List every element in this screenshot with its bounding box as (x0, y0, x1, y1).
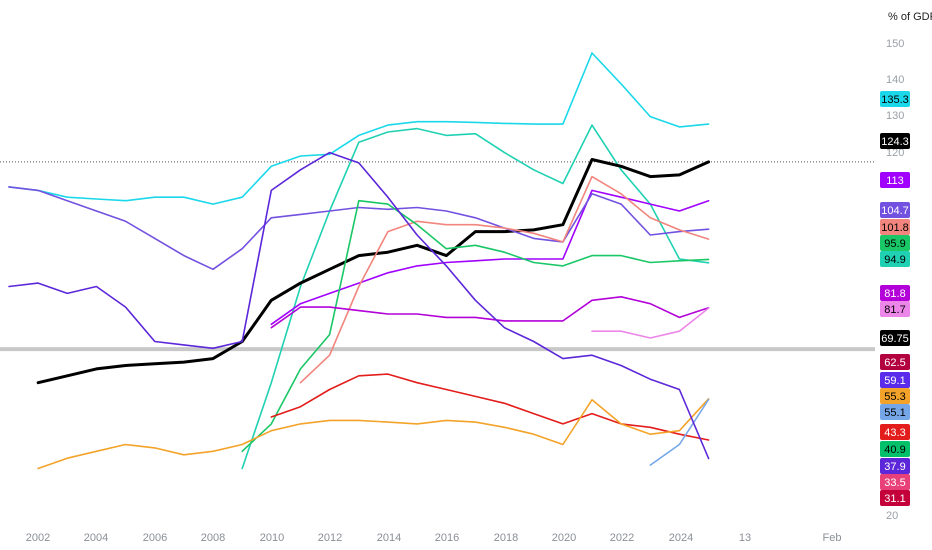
x-tick-label: 2022 (610, 532, 634, 544)
x-tick-label: 2012 (318, 532, 342, 544)
series-line-0 (8, 52, 710, 205)
price-badges[interactable]: 135.3 124.3 113 104.7 101.8 95.9 94.9 81.8 81.7 6… (880, 91, 910, 506)
price-badge-bg (880, 474, 910, 490)
price-badge[interactable]: 101.8 (880, 219, 910, 235)
series-line-1 (241, 124, 710, 470)
x-tick-label: 13 (739, 532, 751, 544)
reference-lines (0, 161, 875, 352)
series-line-7 (270, 296, 710, 329)
x-tick-label: 2014 (377, 532, 401, 544)
price-badge[interactable]: 55.3 (880, 388, 910, 404)
price-badge-label: 94.9 (884, 254, 905, 266)
price-badge-bg (880, 301, 910, 317)
x-tick-label: 2008 (201, 532, 225, 544)
price-badge[interactable]: 135.3 (880, 91, 910, 107)
price-badge-bg (880, 330, 910, 346)
price-badge-label: 59.1 (884, 375, 905, 387)
y-axis: 20 120 130 140 150 (886, 38, 904, 522)
price-badge[interactable]: 31.1 (880, 490, 910, 506)
price-badge-bg (880, 490, 910, 506)
price-badge-bg (880, 441, 910, 457)
price-badge[interactable]: 124.3 (880, 133, 910, 149)
price-badge-bg (880, 372, 910, 388)
x-axis: 2002 2004 2006 2008 2010 2012 2014 2016 2018 2020… (26, 532, 842, 544)
price-badge[interactable]: 37.9 (880, 458, 910, 474)
x-tick-label: Feb (823, 532, 842, 544)
price-badge-bg (880, 172, 910, 188)
price-badge-label: 69.75 (881, 333, 909, 345)
price-badge-bg (880, 388, 910, 404)
price-badge-bg (880, 133, 910, 149)
price-badge-label: 55.3 (884, 391, 905, 403)
series-line-11 (649, 398, 710, 466)
y-axis-unit-label: % of GDP (888, 11, 932, 23)
x-tick-label: 2018 (494, 532, 518, 544)
y-tick-label: 20 (886, 510, 898, 522)
price-badge-label: 33.5 (884, 477, 905, 489)
price-badge-label: 31.1 (884, 493, 905, 505)
series-line-13 (8, 151, 710, 460)
price-badge[interactable]: 55.1 (880, 404, 910, 420)
series-line-6 (241, 199, 710, 453)
price-badge-label: 101.8 (881, 222, 909, 234)
series-line-9 (270, 373, 710, 441)
price-badge[interactable]: 62.5 (880, 354, 910, 370)
price-badge-label: 135.3 (881, 94, 909, 106)
price-badge-bg (880, 251, 910, 267)
price-badge-bg (880, 404, 910, 420)
price-badge[interactable]: 40.9 (880, 441, 910, 457)
series-line-2 (36, 158, 711, 385)
price-badge-label: 55.1 (884, 407, 905, 419)
series-line-3 (270, 189, 710, 326)
price-badge[interactable]: 95.9 (880, 235, 910, 251)
price-badge-bg (880, 424, 910, 440)
price-badge[interactable]: 113 (880, 172, 910, 188)
price-badge-label: 37.9 (884, 461, 905, 473)
price-badge-label: 43.3 (884, 427, 905, 439)
price-badge[interactable]: 33.5 (880, 474, 910, 490)
price-badge-bg (880, 354, 910, 370)
y-tick-label: 140 (886, 74, 904, 86)
x-tick-label: 2006 (143, 532, 167, 544)
price-badge-label: 113 (886, 175, 904, 187)
price-badge-label: 95.9 (884, 238, 905, 250)
series-line-5 (299, 175, 710, 384)
price-badge-label: 81.7 (884, 304, 905, 316)
x-tick-label: 2002 (26, 532, 50, 544)
series-lines (8, 52, 711, 470)
price-badge-label: 40.9 (884, 444, 905, 456)
series-line-4 (8, 186, 710, 271)
price-badge[interactable]: 81.8 (880, 285, 910, 301)
series-line-8 (591, 307, 710, 339)
price-badge-label: 104.7 (881, 205, 909, 217)
price-badge-bg (880, 202, 910, 218)
x-tick-label: 2010 (260, 532, 284, 544)
price-badge-bg (880, 219, 910, 235)
price-badge-bg (880, 91, 910, 107)
x-tick-label: 2016 (435, 532, 459, 544)
y-tick-label: 130 (886, 110, 904, 122)
price-badge[interactable]: 104.7 (880, 202, 910, 218)
price-badge[interactable]: 94.9 (880, 251, 910, 267)
price-badge-label: 62.5 (884, 357, 905, 369)
price-badge-bg (880, 285, 910, 301)
price-badge[interactable]: 59.1 (880, 372, 910, 388)
x-tick-label: 2024 (669, 532, 693, 544)
price-badge-bg (880, 235, 910, 251)
price-badge[interactable]: 69.75 (880, 330, 910, 346)
price-badge[interactable]: 81.7 (880, 301, 910, 317)
y-tick-label: 150 (886, 38, 904, 50)
price-badge-label: 124.3 (881, 136, 909, 148)
x-tick-label: 2004 (84, 532, 108, 544)
price-badge-bg (880, 458, 910, 474)
x-tick-label: 2020 (552, 532, 576, 544)
series-line-10 (37, 398, 710, 470)
y-tick-label: 120 (886, 147, 904, 159)
price-badge[interactable]: 43.3 (880, 424, 910, 440)
price-badge-label: 81.8 (884, 288, 905, 300)
